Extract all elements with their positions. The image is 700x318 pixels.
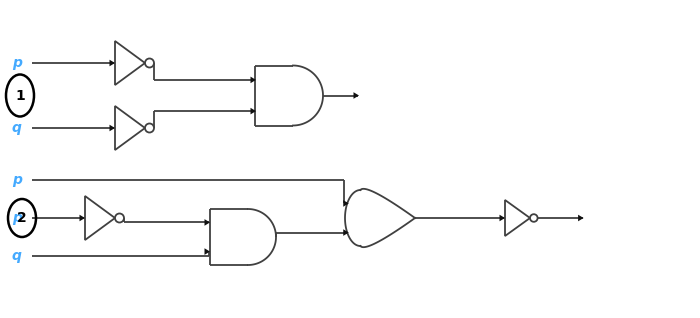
Polygon shape <box>204 219 210 226</box>
Text: q: q <box>12 249 22 263</box>
Polygon shape <box>505 200 530 236</box>
Polygon shape <box>109 125 115 131</box>
Polygon shape <box>578 215 584 221</box>
Polygon shape <box>251 108 256 114</box>
Polygon shape <box>500 215 505 221</box>
Polygon shape <box>115 106 145 150</box>
Circle shape <box>145 123 154 133</box>
Polygon shape <box>343 200 349 207</box>
Text: 1: 1 <box>15 88 25 102</box>
Circle shape <box>145 59 154 67</box>
Circle shape <box>530 214 538 222</box>
Text: p: p <box>12 173 22 187</box>
Circle shape <box>115 213 124 223</box>
Text: p: p <box>12 56 22 70</box>
Polygon shape <box>80 215 85 221</box>
Text: p: p <box>12 211 22 225</box>
Polygon shape <box>354 92 359 99</box>
Text: 2: 2 <box>17 211 27 225</box>
Polygon shape <box>204 248 210 255</box>
Polygon shape <box>343 229 349 236</box>
Polygon shape <box>115 41 145 85</box>
Polygon shape <box>85 196 115 240</box>
Polygon shape <box>109 60 115 66</box>
Polygon shape <box>251 77 256 83</box>
Text: q: q <box>12 121 22 135</box>
